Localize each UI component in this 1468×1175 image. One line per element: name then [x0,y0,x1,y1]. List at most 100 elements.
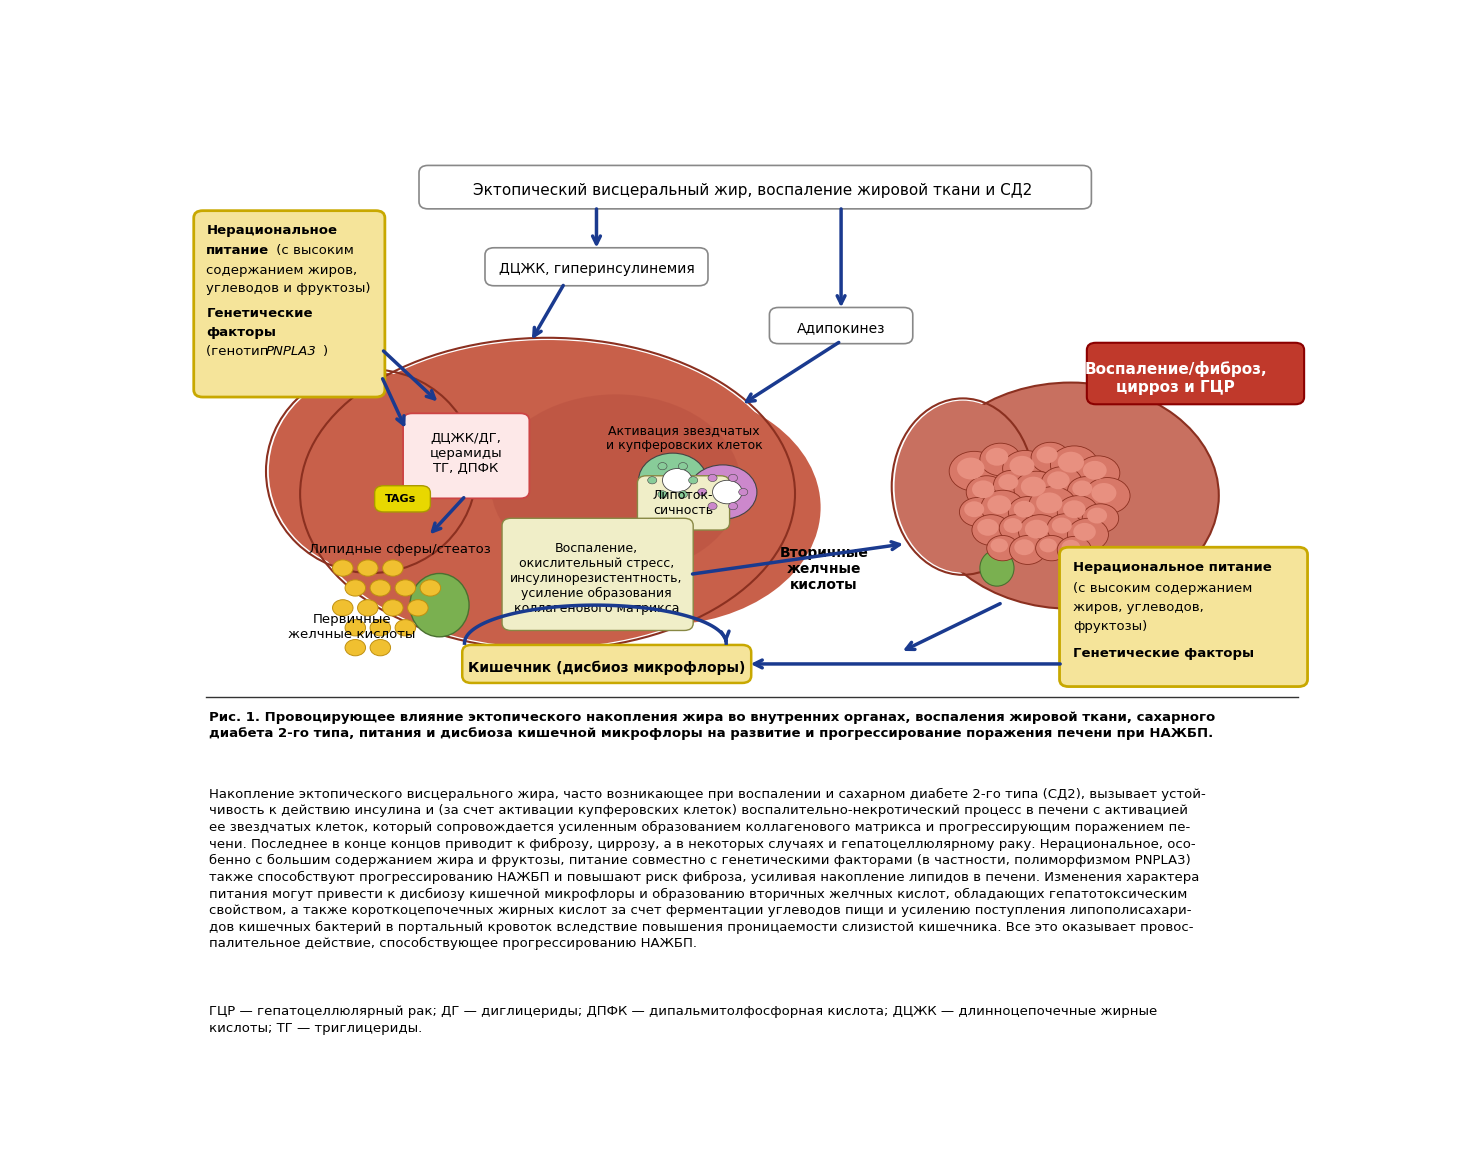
Circle shape [1036,446,1057,463]
Circle shape [1057,496,1098,529]
Circle shape [1063,501,1085,518]
Text: Эктопический висцеральный жир, воспаление жировой ткани и СД2: Эктопический висцеральный жир, воспалени… [473,183,1032,199]
Circle shape [658,463,666,470]
Circle shape [1013,501,1035,518]
Circle shape [688,465,757,519]
Circle shape [1035,536,1067,560]
Circle shape [662,469,691,492]
Circle shape [333,560,352,576]
Text: TAGs: TAGs [385,495,417,504]
Ellipse shape [410,573,470,637]
Circle shape [370,579,390,596]
Circle shape [1047,513,1083,543]
Text: факторы: факторы [206,325,276,338]
Circle shape [395,619,415,636]
Circle shape [383,599,404,616]
Circle shape [981,443,1020,476]
Text: Липидные сферы/стеатоз: Липидные сферы/стеатоз [308,544,490,557]
Circle shape [1031,442,1070,474]
Text: Вторичные
желчные
кислоты: Вторичные желчные кислоты [780,545,869,592]
Text: Нерациональное: Нерациональное [206,224,338,237]
Circle shape [1020,477,1045,497]
Circle shape [972,481,994,498]
Circle shape [972,515,1010,545]
Circle shape [985,448,1009,465]
Circle shape [966,476,1007,509]
Circle shape [994,470,1031,499]
Text: Накопление эктопического висцерального жира, часто возникающее при воспалении и : Накопление эктопического висцерального ж… [208,788,1205,951]
Circle shape [370,639,390,656]
Ellipse shape [923,383,1218,609]
Circle shape [978,519,998,536]
Circle shape [333,599,352,616]
Text: Адипокинез: Адипокинез [797,321,885,335]
Circle shape [960,497,995,526]
Ellipse shape [979,550,1014,586]
Circle shape [991,538,1009,552]
Circle shape [345,639,366,656]
Text: (генотип: (генотип [206,345,273,358]
Circle shape [1088,508,1107,524]
Circle shape [986,536,1019,560]
Circle shape [1085,477,1130,513]
Circle shape [981,490,1025,524]
Circle shape [408,599,429,616]
Circle shape [1003,450,1048,486]
Text: ): ) [323,345,329,358]
Circle shape [678,463,687,470]
FancyBboxPatch shape [404,414,530,498]
FancyBboxPatch shape [1060,548,1308,686]
Circle shape [658,491,666,498]
Text: содержанием жиров,: содержанием жиров, [206,264,357,277]
Circle shape [957,457,985,479]
Circle shape [1061,539,1080,555]
Text: питание: питание [206,244,270,257]
Circle shape [950,451,1000,491]
FancyBboxPatch shape [1086,343,1304,404]
Circle shape [1019,515,1061,549]
FancyBboxPatch shape [484,248,708,286]
FancyBboxPatch shape [637,476,730,530]
Text: Генетические: Генетические [206,308,313,321]
Text: Активация звездчатых
и купферовских клеток: Активация звездчатых и купферовских клет… [606,424,762,451]
Circle shape [358,560,379,576]
Circle shape [1067,477,1104,505]
Circle shape [728,475,737,482]
Text: ГЦР — гепатоцеллюлярный рак; ДГ — диглицериды; ДПФК — дипальмитолфосфорная кисло: ГЦР — гепатоцеллюлярный рак; ДГ — диглиц… [208,1005,1157,1034]
Circle shape [1058,451,1083,472]
Ellipse shape [490,395,741,576]
Text: Воспаление/фиброз,
цирроз и ГЦР: Воспаление/фиброз, цирроз и ГЦР [1085,362,1267,395]
Circle shape [697,489,708,496]
Circle shape [1047,471,1070,489]
Circle shape [1025,519,1048,538]
Ellipse shape [269,371,474,571]
FancyBboxPatch shape [502,518,693,631]
Circle shape [1091,483,1116,503]
Circle shape [1039,538,1057,552]
Text: ДЦЖК/ДГ,
церамиды
ТГ, ДПФК: ДЦЖК/ДГ, церамиды ТГ, ДПФК [429,431,502,475]
Circle shape [728,503,737,510]
Circle shape [688,477,697,484]
Text: Нерациональное питание: Нерациональное питание [1073,560,1271,573]
Circle shape [395,579,415,596]
Ellipse shape [894,401,1031,572]
Text: PNPLA3: PNPLA3 [266,345,316,358]
Circle shape [988,495,1011,515]
Text: Первичные
желчные кислоты: Первичные желчные кислоты [288,613,415,640]
Circle shape [1072,481,1092,496]
Circle shape [712,481,743,504]
Circle shape [678,491,687,498]
Circle shape [358,599,379,616]
Circle shape [1082,504,1119,532]
Circle shape [370,619,390,636]
Circle shape [1076,456,1120,490]
FancyBboxPatch shape [374,485,430,512]
Circle shape [345,579,366,596]
FancyBboxPatch shape [194,210,385,397]
Circle shape [383,560,404,576]
Circle shape [1010,536,1045,564]
Text: ДЦЖК, гиперинсулинемия: ДЦЖК, гиперинсулинемия [499,262,694,276]
FancyBboxPatch shape [462,645,752,683]
Circle shape [1014,471,1060,508]
Circle shape [1009,497,1047,528]
